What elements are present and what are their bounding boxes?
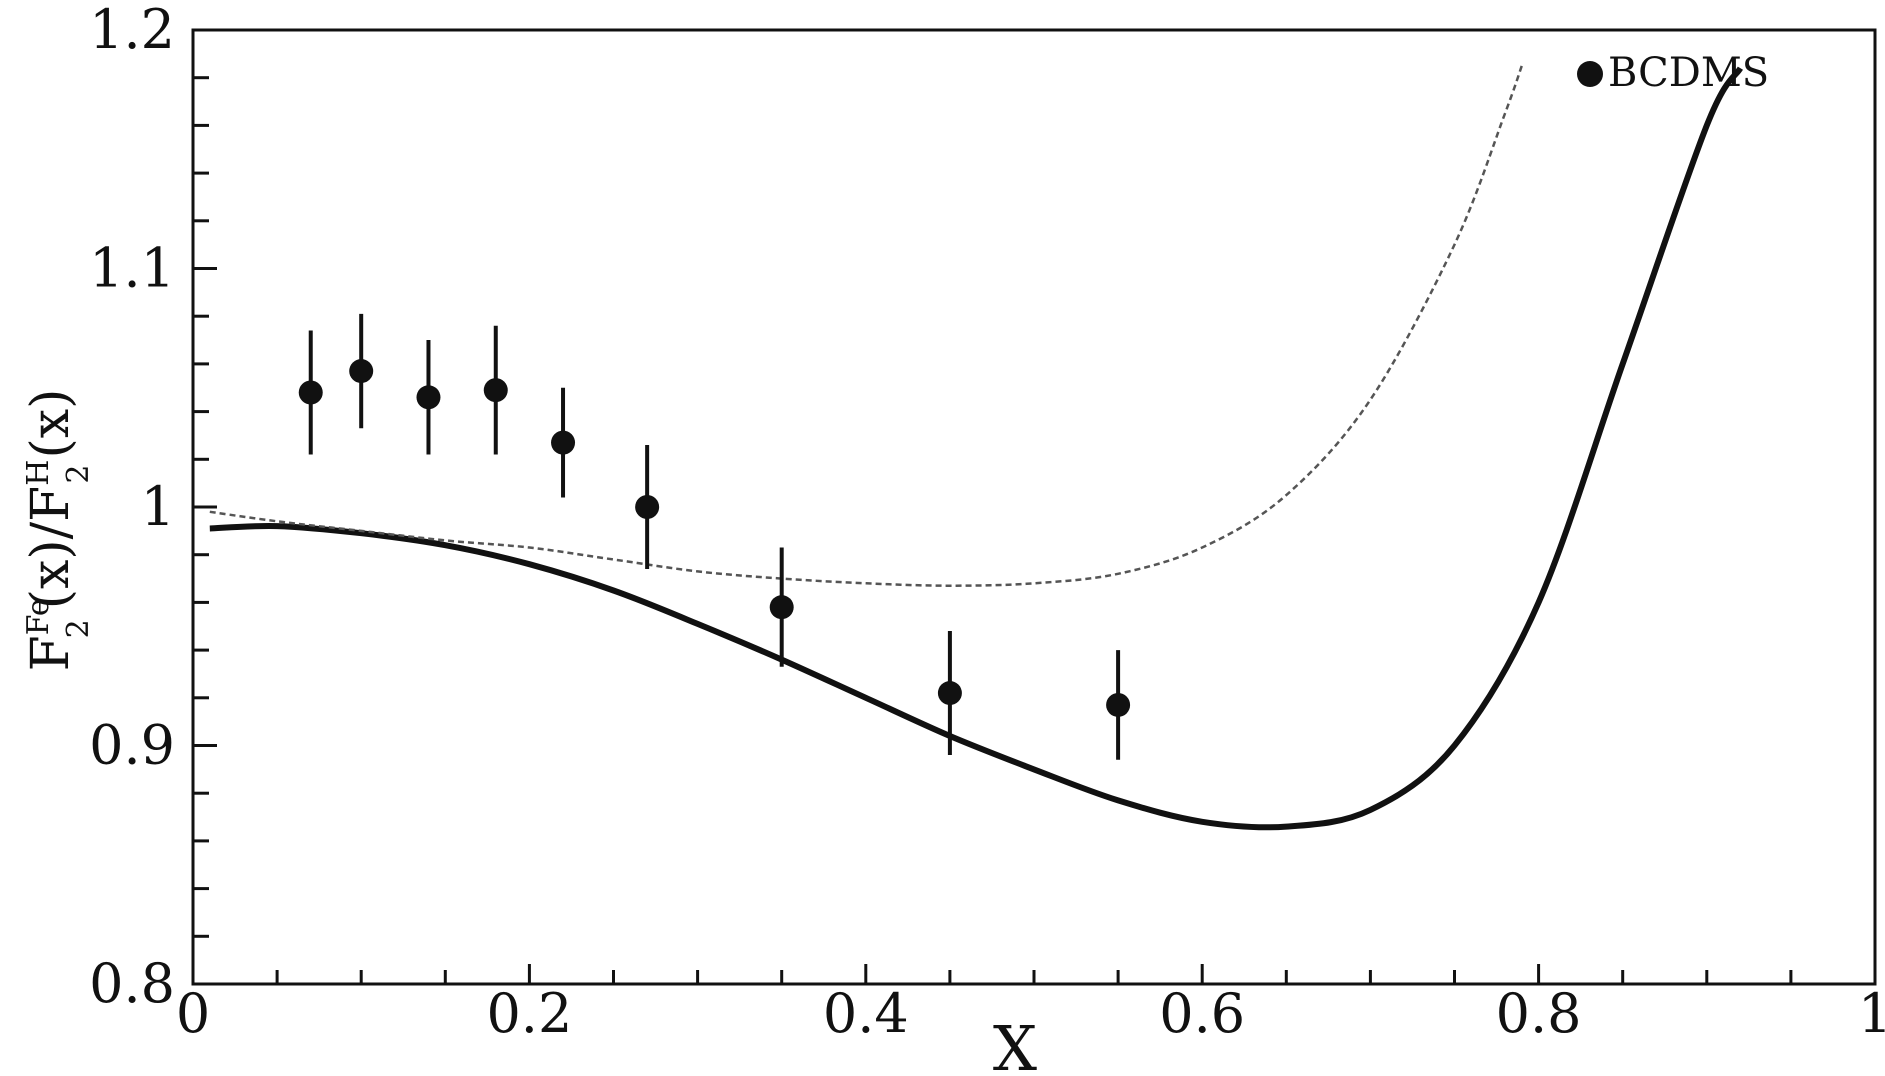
- y-axis-title-part-f: F: [21, 635, 81, 671]
- data-point: [416, 385, 441, 410]
- axis-ticks: [191, 28, 1877, 986]
- plot-frame: [191, 28, 1877, 986]
- data-point: [298, 380, 323, 405]
- y-tick-label: 1.1: [89, 237, 175, 300]
- data-point: [769, 595, 794, 620]
- data-point: [1106, 692, 1131, 717]
- y-axis-title: FFe 2(x)/FH 2(x): [21, 389, 96, 672]
- dotted-curve: [209, 65, 1523, 587]
- y-tick-label: 1.2: [89, 0, 175, 61]
- curves: [209, 65, 1743, 831]
- legend-marker: [1577, 61, 1603, 87]
- y-tick-label: 0.9: [89, 714, 175, 777]
- x-tick-labels: 0 0.2 0.4 0.6 0.8 1: [176, 982, 1885, 1045]
- x-tick-label: 0: [176, 982, 210, 1045]
- legend-label: BCDMS: [1608, 50, 1769, 96]
- legend: BCDMS: [1577, 50, 1769, 96]
- data-point: [483, 378, 508, 403]
- data-point: [349, 359, 374, 384]
- y-axis-title-part-ratio: (x)/F: [21, 486, 81, 610]
- x-tick-label: 0.2: [486, 982, 572, 1045]
- y-axis-title-sub-2a: 2: [61, 619, 96, 638]
- x-tick-label: 1: [1858, 982, 1885, 1045]
- data-points: [298, 313, 1131, 760]
- y-axis-title-sup-h: H: [21, 460, 56, 486]
- y-axis-title-part-x: (x): [21, 389, 81, 459]
- y-axis-title-sup-fe: Fe: [21, 598, 56, 635]
- y-tick-label: 1: [141, 475, 175, 538]
- y-axis-title-sub-2b: 2: [61, 465, 96, 484]
- data-point: [551, 430, 576, 455]
- y-tick-label: 0.8: [89, 952, 175, 1015]
- x-tick-label: 0.4: [823, 982, 909, 1045]
- solid-curve: [209, 66, 1743, 831]
- data-point: [635, 495, 660, 519]
- data-point: [937, 681, 962, 706]
- x-tick-label: 0.8: [1496, 982, 1582, 1045]
- x-tick-label: 0.6: [1159, 982, 1245, 1045]
- x-axis-title: X: [993, 1012, 1037, 1076]
- y-tick-labels: 0.8 0.9 1 1.1 1.2: [89, 0, 175, 1015]
